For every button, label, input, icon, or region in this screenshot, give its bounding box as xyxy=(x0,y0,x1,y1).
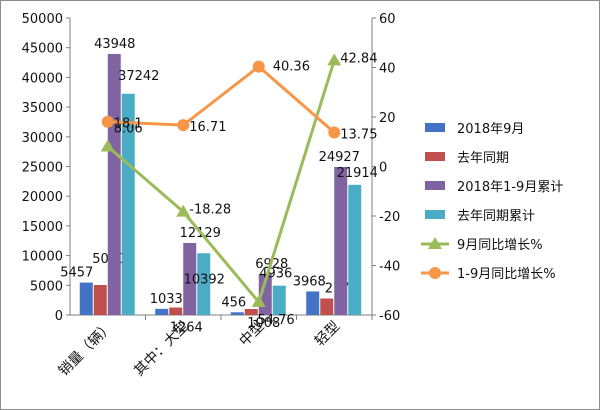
bar xyxy=(121,93,135,315)
y-tick-label-right: -60 xyxy=(379,309,400,324)
y-tick-label-right: 60 xyxy=(379,12,396,27)
series-line xyxy=(107,64,336,134)
x-tick-label: 轻型 xyxy=(312,319,343,350)
y-tick-label-left: 45000 xyxy=(22,42,63,57)
x-tick-label: 销量（辆） xyxy=(56,319,117,380)
y-tick-label-left: 30000 xyxy=(22,131,63,146)
bar xyxy=(244,309,258,315)
line-point xyxy=(251,295,266,307)
line-point xyxy=(177,119,190,132)
legend-marker xyxy=(428,237,442,249)
series-line xyxy=(106,60,336,306)
line-value-label: 16.71 xyxy=(189,120,226,135)
y-tick-label-left: 15000 xyxy=(22,220,63,235)
line-value-label: 18.1 xyxy=(114,117,143,132)
bar-value-label: 1008 xyxy=(247,316,280,331)
legend-label: 去年同期累计 xyxy=(457,209,535,224)
line-value-label: 8.06 xyxy=(114,122,143,137)
bar-value-label: 37242 xyxy=(118,69,159,84)
y-tick-label-left: 20000 xyxy=(22,190,63,205)
bar xyxy=(79,282,93,315)
legend-label: 2018年1-9月累计 xyxy=(457,180,563,195)
bar-value-label: 10392 xyxy=(184,272,225,287)
legend-label: 去年同期 xyxy=(457,151,509,166)
legend-label: 9月同比增长% xyxy=(457,238,543,253)
line-point xyxy=(101,115,114,128)
line-point xyxy=(100,139,115,152)
line-value-label: 13.75 xyxy=(340,127,377,142)
line-value-label: 42.84 xyxy=(340,51,377,66)
bar-value-label: 1033 xyxy=(150,292,183,307)
bar xyxy=(272,285,286,315)
line-point xyxy=(327,53,342,66)
line-point xyxy=(176,204,191,217)
legend-swatch xyxy=(425,152,445,161)
y-tick-label-right: 0 xyxy=(379,161,387,176)
bar xyxy=(348,184,362,315)
y-tick-label-left: 25000 xyxy=(22,161,63,176)
bar xyxy=(169,307,183,315)
y-tick-label-left: 10000 xyxy=(22,250,63,265)
bar-value-label: 456 xyxy=(221,295,246,310)
line-value-label: 40.36 xyxy=(273,60,310,75)
bar xyxy=(320,298,334,315)
bar xyxy=(197,253,211,315)
bar-value-label: 4936 xyxy=(259,267,292,282)
bar xyxy=(107,53,121,315)
legend-swatch xyxy=(425,123,445,132)
legend-marker xyxy=(429,267,441,279)
bar xyxy=(306,291,320,315)
y-tick-label-left: 0 xyxy=(55,309,63,324)
y-tick-label-right: 20 xyxy=(379,111,396,126)
bar-value-label: 3968 xyxy=(293,274,326,289)
bar xyxy=(334,166,348,315)
y-tick-label-left: 35000 xyxy=(22,101,63,116)
line-point xyxy=(252,60,265,73)
bar-value-label: 43948 xyxy=(94,37,135,52)
y-tick-label-right: 40 xyxy=(379,62,396,77)
legend-label: 1-9月同比增长% xyxy=(457,267,556,282)
y-tick-label-left: 40000 xyxy=(22,71,63,86)
legend-swatch xyxy=(425,181,445,190)
line-point xyxy=(328,126,341,139)
bar-value-label: 24927 xyxy=(319,150,360,165)
y-tick-label-left: 5000 xyxy=(30,279,63,294)
legend-swatch xyxy=(425,210,445,219)
y-tick-label-right: -20 xyxy=(379,210,400,225)
y-tick-label-left: 50000 xyxy=(22,12,63,27)
y-tick-label-right: -40 xyxy=(379,260,400,275)
bar xyxy=(93,285,107,315)
line-value-label: -54.76 xyxy=(253,313,295,328)
bar xyxy=(183,242,197,315)
bar-value-label: 1264 xyxy=(170,320,203,335)
bar xyxy=(230,312,244,315)
bar xyxy=(155,308,169,315)
bar-value-label: 21914 xyxy=(337,166,378,181)
bar-value-label: 5457 xyxy=(60,266,93,281)
line-value-label: -18.28 xyxy=(189,203,231,218)
legend-label: 2018年9月 xyxy=(457,122,524,137)
